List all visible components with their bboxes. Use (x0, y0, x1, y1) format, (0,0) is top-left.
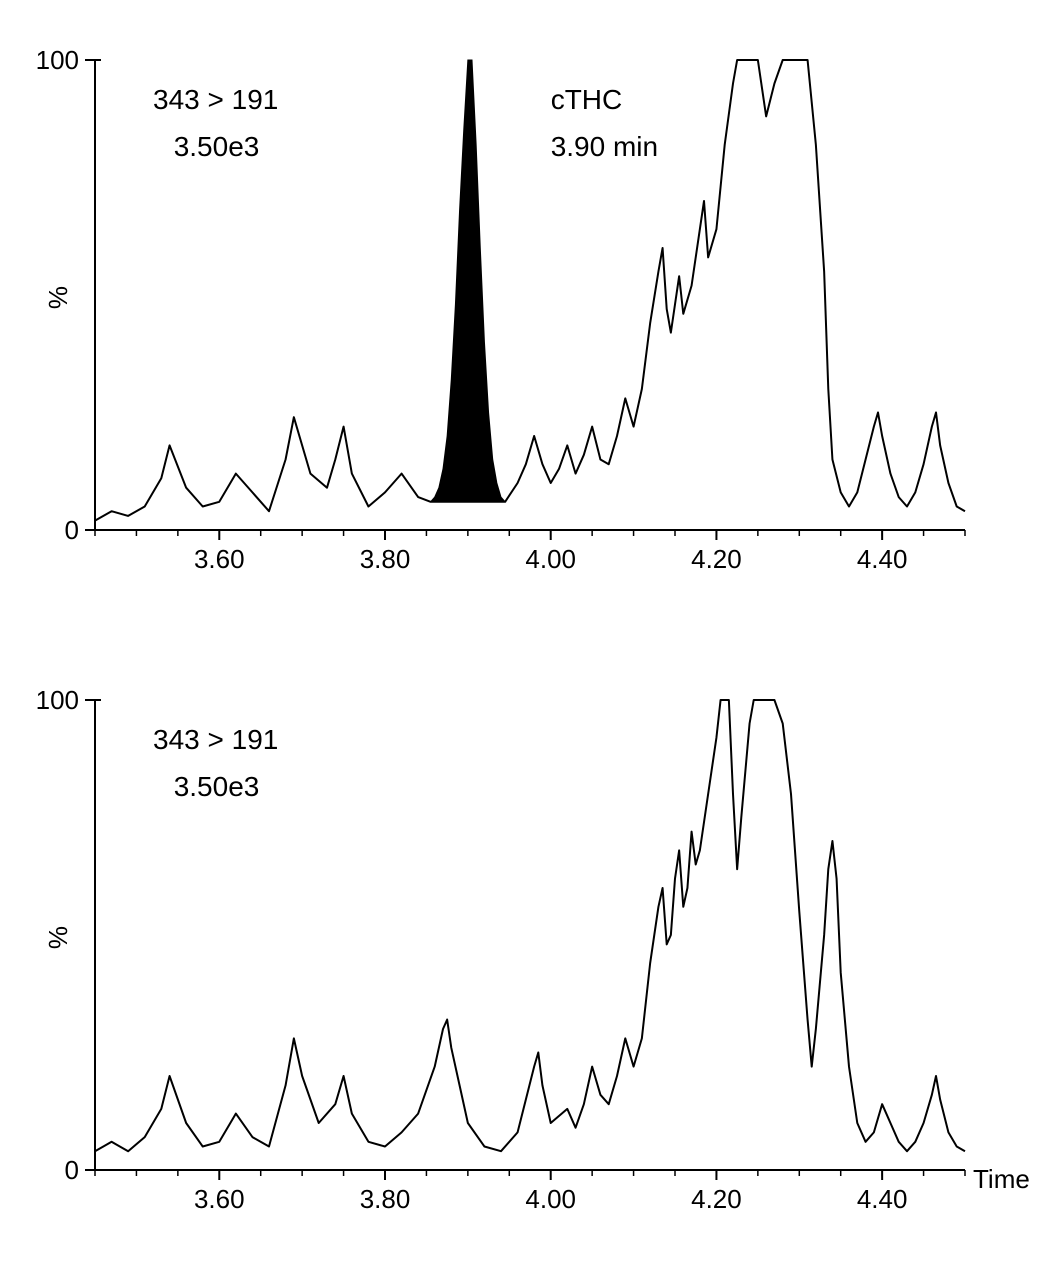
chart-annotation: 343 > 191 (153, 84, 278, 116)
y-tick-label: 100 (19, 45, 79, 76)
y-axis-label: % (43, 926, 74, 949)
x-tick-label: 4.00 (521, 1184, 581, 1215)
chart-annotation: 3.90 min (551, 131, 658, 163)
x-axis-label: Time (973, 1164, 1030, 1195)
chart-panel-bottom: 0100%3.603.804.004.204.40Time343 > 1913.… (95, 700, 965, 1170)
x-tick-label: 4.20 (686, 544, 746, 575)
y-tick-label: 100 (19, 685, 79, 716)
chart-panel-top: 0100%3.603.804.004.204.40343 > 1913.50e3… (95, 60, 965, 530)
x-tick-label: 3.60 (189, 1184, 249, 1215)
x-tick-label: 3.60 (189, 544, 249, 575)
x-tick-label: 3.80 (355, 544, 415, 575)
chart-annotation: cTHC (551, 84, 623, 116)
x-tick-label: 4.40 (852, 544, 912, 575)
y-tick-label: 0 (19, 1155, 79, 1186)
x-tick-label: 4.20 (686, 1184, 746, 1215)
chart-annotation: 343 > 191 (153, 724, 278, 756)
chart-annotation: 3.50e3 (174, 131, 260, 163)
x-tick-label: 3.80 (355, 1184, 415, 1215)
x-tick-label: 4.00 (521, 544, 581, 575)
x-tick-label: 4.40 (852, 1184, 912, 1215)
chart-annotation: 3.50e3 (174, 771, 260, 803)
y-tick-label: 0 (19, 515, 79, 546)
y-axis-label: % (43, 286, 74, 309)
